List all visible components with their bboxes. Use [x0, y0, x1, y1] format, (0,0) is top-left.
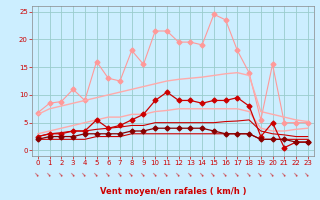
Text: ↓: ↓	[46, 171, 53, 177]
Text: ↓: ↓	[211, 171, 217, 177]
Text: ↓: ↓	[281, 171, 288, 177]
Text: ↓: ↓	[140, 171, 147, 177]
Text: ↓: ↓	[93, 171, 100, 177]
Text: ↓: ↓	[222, 171, 229, 177]
Text: ↓: ↓	[128, 171, 135, 177]
Text: Vent moyen/en rafales ( km/h ): Vent moyen/en rafales ( km/h )	[100, 187, 246, 196]
Text: ↓: ↓	[304, 171, 311, 177]
Text: ↓: ↓	[81, 171, 88, 177]
Text: ↓: ↓	[246, 171, 252, 177]
Text: ↓: ↓	[199, 171, 205, 177]
Text: ↓: ↓	[187, 171, 194, 177]
Text: ↓: ↓	[105, 171, 112, 177]
Text: ↓: ↓	[269, 171, 276, 177]
Text: ↓: ↓	[116, 171, 124, 177]
Text: ↓: ↓	[152, 171, 159, 177]
Text: ↓: ↓	[257, 171, 264, 177]
Text: ↓: ↓	[70, 171, 76, 177]
Text: ↓: ↓	[292, 171, 300, 177]
Text: ↓: ↓	[164, 171, 170, 177]
Text: ↓: ↓	[58, 171, 65, 177]
Text: ↓: ↓	[175, 171, 182, 177]
Text: ↓: ↓	[234, 171, 241, 177]
Text: ↓: ↓	[35, 171, 41, 177]
